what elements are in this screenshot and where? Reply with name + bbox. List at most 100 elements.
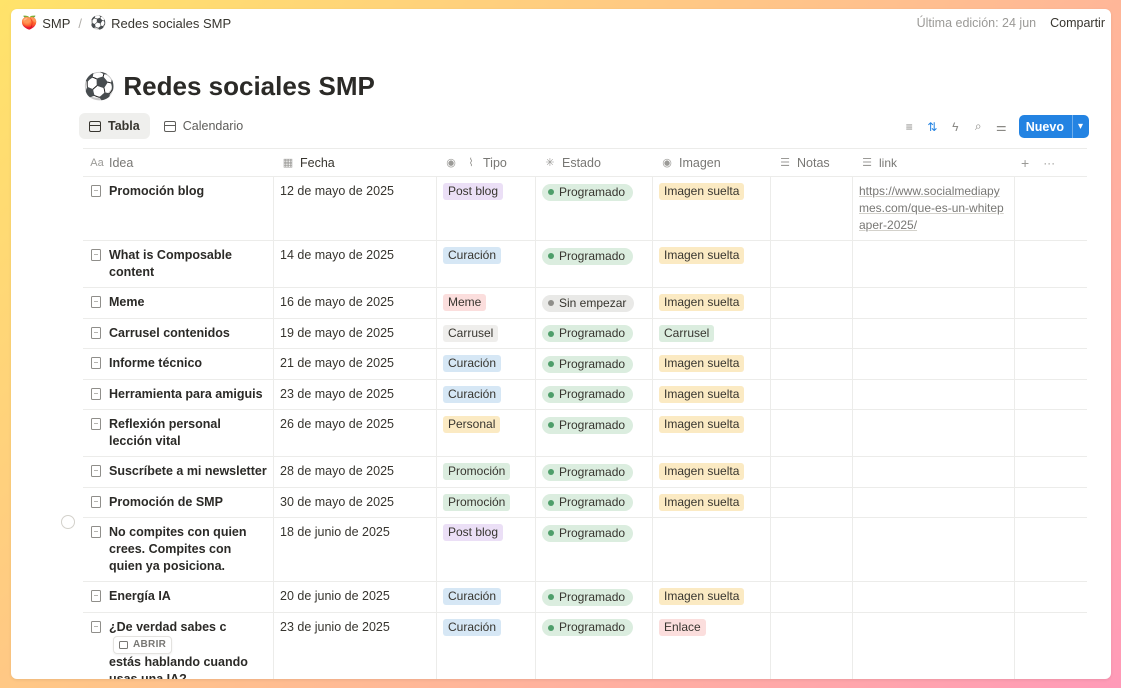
cell-idea[interactable]: What is Composable content — [83, 241, 274, 287]
cell-fecha[interactable]: 19 de mayo de 2025 — [274, 318, 437, 348]
cell-imagen[interactable]: Imagen suelta — [653, 349, 771, 379]
cell-link[interactable] — [853, 582, 1015, 612]
idea-title[interactable]: Herramienta para amiguis — [109, 386, 263, 401]
cell-estado[interactable]: Programado — [536, 410, 653, 456]
cell-notas[interactable] — [771, 177, 853, 240]
chevron-down-icon[interactable]: ▾ — [1071, 115, 1089, 138]
cell-imagen[interactable]: Imagen suelta — [653, 241, 771, 287]
idea-title[interactable]: Promoción de SMP — [109, 494, 223, 509]
cell-idea[interactable]: Herramienta para amiguis — [83, 379, 274, 409]
cell-idea[interactable]: Informe técnico — [83, 349, 274, 379]
cell-link[interactable] — [853, 349, 1015, 379]
cell-estado[interactable]: Programado — [536, 457, 653, 487]
table-row[interactable]: No compites con quien crees. Compites co… — [83, 518, 1087, 582]
table-row[interactable]: ¿De verdad sabes c ABRIR estás hablando cu… — [83, 612, 1087, 679]
idea-title[interactable]: Promoción blog — [109, 184, 205, 198]
table-row[interactable]: Informe técnico 21 de mayo de 2025 Curació… — [83, 349, 1087, 380]
cell-notas[interactable] — [771, 487, 853, 517]
table-row[interactable]: Herramienta para amiguis 23 de mayo de 20… — [83, 379, 1087, 410]
cell-notas[interactable] — [771, 349, 853, 379]
cell-notas[interactable] — [771, 318, 853, 348]
table-row[interactable]: What is Composable content 14 de mayo de … — [83, 241, 1087, 288]
cell-imagen[interactable]: Enlace — [653, 612, 771, 679]
table-row[interactable]: Reflexión personal lección vital 26 de ma… — [83, 410, 1087, 457]
cell-link[interactable]: https://www.socialmediapymes.com/que-es-… — [853, 177, 1015, 240]
page-title-text[interactable]: Redes sociales SMP — [123, 71, 375, 101]
idea-title[interactable]: Informe técnico — [109, 356, 203, 370]
breadcrumb-page[interactable]: Redes sociales SMP — [111, 15, 232, 31]
cell-link[interactable] — [853, 518, 1015, 581]
column-header-tipo[interactable]: ◉ ⌇ Tipo — [437, 149, 536, 176]
table-row[interactable]: Suscríbete a mi newsletter 28 de mayo de … — [83, 457, 1087, 488]
cell-tipo[interactable]: Curación — [437, 349, 536, 379]
table-row[interactable]: Meme 16 de mayo de 2025 Meme Sin empezar Ima… — [83, 288, 1087, 319]
idea-title[interactable]: Reflexión personal lección vital — [109, 417, 221, 448]
column-header-link[interactable]: ☰ link — [853, 149, 1015, 176]
cell-tipo[interactable]: Curación — [437, 582, 536, 612]
cell-imagen[interactable]: Carrusel — [653, 318, 771, 348]
cell-estado[interactable]: Programado — [536, 487, 653, 517]
more-options-button[interactable]: ··· — [1043, 155, 1056, 170]
cell-fecha[interactable]: 28 de mayo de 2025 — [274, 457, 437, 487]
column-header-imagen[interactable]: ◉ Imagen — [653, 149, 771, 176]
cell-link[interactable] — [853, 487, 1015, 517]
table-row[interactable]: Promoción de SMP 30 de mayo de 2025 Promoc… — [83, 487, 1087, 518]
cell-notas[interactable] — [771, 457, 853, 487]
cell-notas[interactable] — [771, 518, 853, 581]
cell-tipo[interactable]: Personal — [437, 410, 536, 456]
new-button[interactable]: Nuevo ▾ — [1018, 115, 1089, 138]
table-row[interactable]: Energía IA 20 de junio de 2025 Curación Pro… — [83, 582, 1087, 613]
cell-fecha[interactable]: 20 de junio de 2025 — [274, 582, 437, 612]
cell-link[interactable] — [853, 318, 1015, 348]
cell-imagen[interactable] — [653, 518, 771, 581]
idea-title[interactable]: Energía IA — [109, 589, 171, 603]
cell-fecha[interactable]: 23 de mayo de 2025 — [274, 379, 437, 409]
cell-estado[interactable]: Programado — [536, 379, 653, 409]
column-header-estado[interactable]: ✳ Estado — [536, 149, 653, 176]
cell-notas[interactable] — [771, 379, 853, 409]
cell-fecha[interactable]: 21 de mayo de 2025 — [274, 349, 437, 379]
share-button[interactable]: Compartir — [1050, 16, 1105, 30]
cell-estado[interactable]: Sin empezar — [536, 288, 653, 318]
open-page-button[interactable]: ABRIR — [113, 635, 173, 654]
filter-icon[interactable]: ≡ — [905, 119, 913, 134]
cell-link[interactable] — [853, 612, 1015, 679]
cell-tipo[interactable]: Curación — [437, 612, 536, 679]
table-row[interactable]: Promoción blog 12 de mayo de 2025 Post blo… — [83, 177, 1087, 241]
idea-title[interactable]: No compites con quien crees. Compites co… — [109, 525, 247, 573]
cell-notas[interactable] — [771, 241, 853, 287]
cell-notas[interactable] — [771, 612, 853, 679]
cell-imagen[interactable]: Imagen suelta — [653, 177, 771, 240]
cell-idea[interactable]: No compites con quien crees. Compites co… — [83, 518, 274, 581]
cell-tipo[interactable]: Post blog — [437, 177, 536, 240]
cell-idea[interactable]: Suscríbete a mi newsletter — [83, 457, 274, 487]
cell-notas[interactable] — [771, 288, 853, 318]
idea-title[interactable]: What is Composable content — [109, 248, 232, 279]
cell-fecha[interactable]: 16 de mayo de 2025 — [274, 288, 437, 318]
cell-notas[interactable] — [771, 582, 853, 612]
cell-fecha[interactable]: 26 de mayo de 2025 — [274, 410, 437, 456]
cell-idea[interactable]: Carrusel contenidos — [83, 318, 274, 348]
cell-fecha[interactable]: 14 de mayo de 2025 — [274, 241, 437, 287]
cell-estado[interactable]: Programado — [536, 318, 653, 348]
cell-imagen[interactable]: Imagen suelta — [653, 582, 771, 612]
cell-tipo[interactable]: Carrusel — [437, 318, 536, 348]
idea-title[interactable]: Suscríbete a mi newsletter — [109, 464, 267, 478]
idea-title[interactable]: Meme — [109, 295, 145, 309]
cell-tipo[interactable]: Curación — [437, 241, 536, 287]
cell-link[interactable] — [853, 288, 1015, 318]
cell-link[interactable] — [853, 241, 1015, 287]
search-icon[interactable]: ⌕ — [974, 119, 982, 133]
cell-imagen[interactable]: Imagen suelta — [653, 487, 771, 517]
cell-estado[interactable]: Programado — [536, 612, 653, 679]
cell-estado[interactable]: Programado — [536, 241, 653, 287]
settings-sliders-icon[interactable]: ⚌ — [995, 119, 1007, 134]
column-header-notas[interactable]: ☰ Notas — [771, 149, 853, 176]
idea-title[interactable]: Carrusel contenidos — [109, 325, 230, 340]
add-column-button[interactable]: + — [1021, 154, 1030, 171]
cell-estado[interactable]: Programado — [536, 582, 653, 612]
breadcrumb-workspace[interactable]: SMP — [42, 15, 71, 31]
cell-tipo[interactable]: Promoción — [437, 487, 536, 517]
cell-imagen[interactable]: Imagen suelta — [653, 457, 771, 487]
cell-estado[interactable]: Programado — [536, 518, 653, 581]
